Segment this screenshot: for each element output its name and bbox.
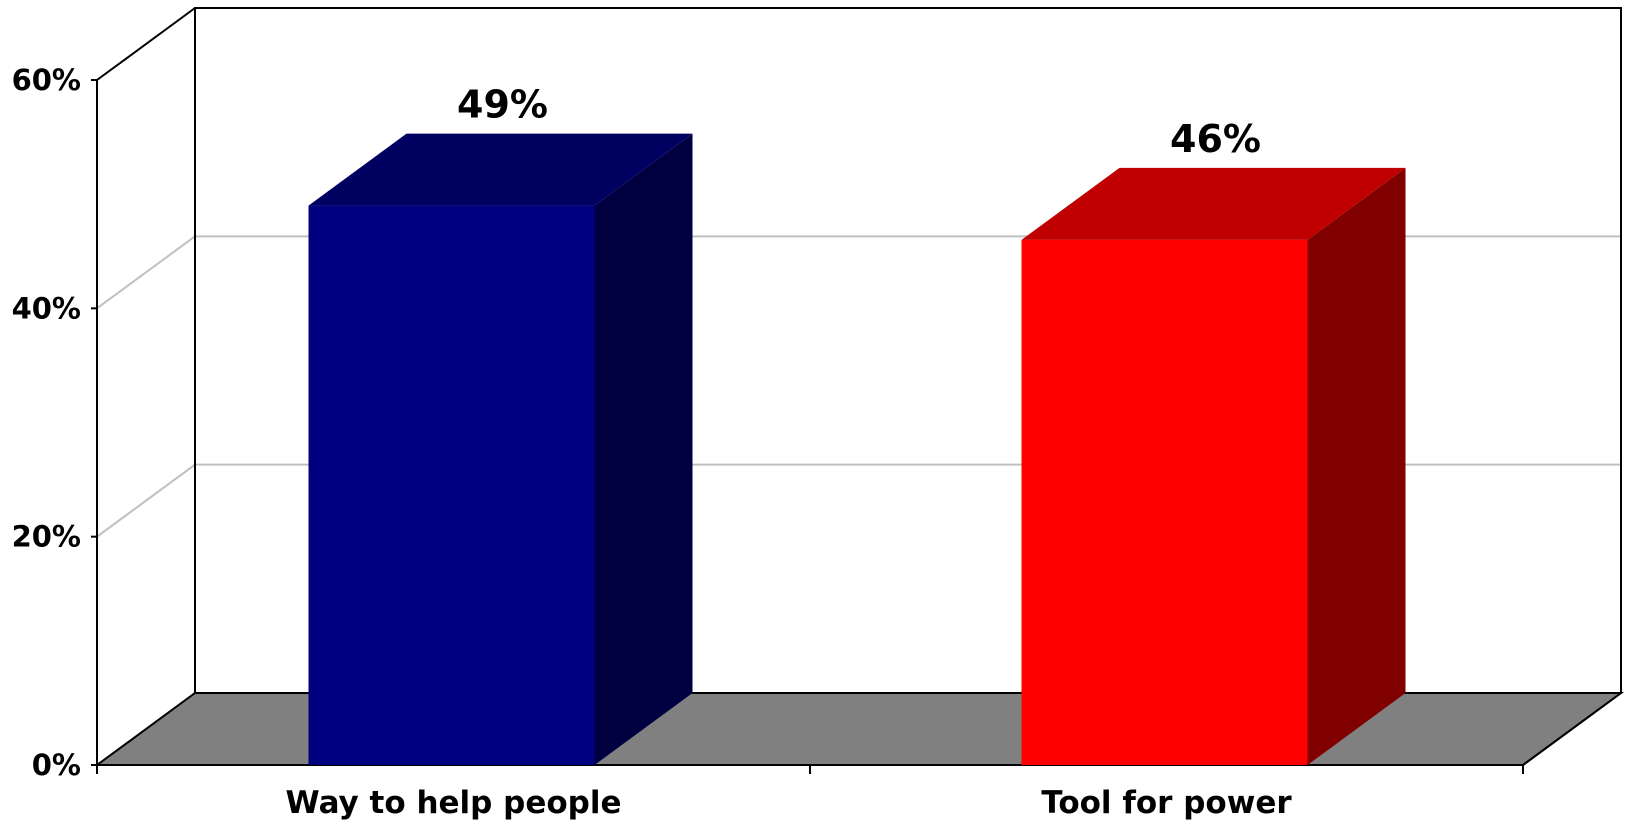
bar-side (1307, 167, 1406, 766)
floor-edge (1522, 692, 1622, 766)
bar-side (594, 133, 693, 766)
y-axis-line (96, 7, 196, 765)
back-wall (194, 7, 1622, 694)
bar-top (308, 133, 693, 206)
x-category-label: Tool for power (1041, 785, 1292, 821)
bar-1 (308, 133, 693, 766)
data-label: 46% (1170, 117, 1261, 161)
bar-2 (1021, 167, 1406, 766)
data-label: 49% (457, 83, 548, 127)
y-tick-label: 0% (32, 748, 81, 782)
y-tick-label: 40% (12, 291, 81, 325)
bar-top (1021, 167, 1406, 240)
y-tick-label: 60% (12, 63, 81, 97)
x-category-label: Way to help people (285, 785, 621, 821)
y-tick-label: 20% (12, 520, 81, 554)
bar-front (308, 205, 595, 766)
bar-front (1021, 239, 1308, 766)
